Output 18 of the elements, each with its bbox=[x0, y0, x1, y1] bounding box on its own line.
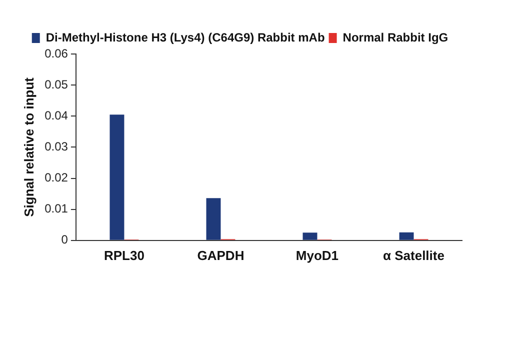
y-tick-label: 0 bbox=[61, 232, 68, 247]
y-tick-label: 0.04 bbox=[44, 108, 68, 122]
bar bbox=[110, 114, 124, 240]
y-tick-label: 0.01 bbox=[44, 202, 68, 216]
y-tick-label: 0.02 bbox=[44, 170, 68, 185]
y-tick-label: 0.06 bbox=[44, 46, 68, 60]
legend-label: Normal Rabbit IgG bbox=[342, 30, 448, 44]
bar bbox=[302, 232, 318, 240]
y-tick-label: 0.05 bbox=[44, 77, 68, 92]
x-tick-label: RPL30 bbox=[104, 248, 144, 263]
x-tick-label: MyoD1 bbox=[296, 248, 339, 263]
y-axis-title: Signal relative to input bbox=[21, 76, 36, 217]
y-tick-label: 0.03 bbox=[44, 140, 68, 154]
x-tick-label: GAPDH bbox=[197, 248, 244, 263]
x-tick-label: α Satellite bbox=[383, 248, 444, 263]
bar bbox=[399, 232, 414, 240]
bar bbox=[206, 198, 221, 240]
legend-label: Di-Methyl-Histone H3 (Lys4) (C64G9) Rabbit mAb bbox=[46, 30, 325, 44]
